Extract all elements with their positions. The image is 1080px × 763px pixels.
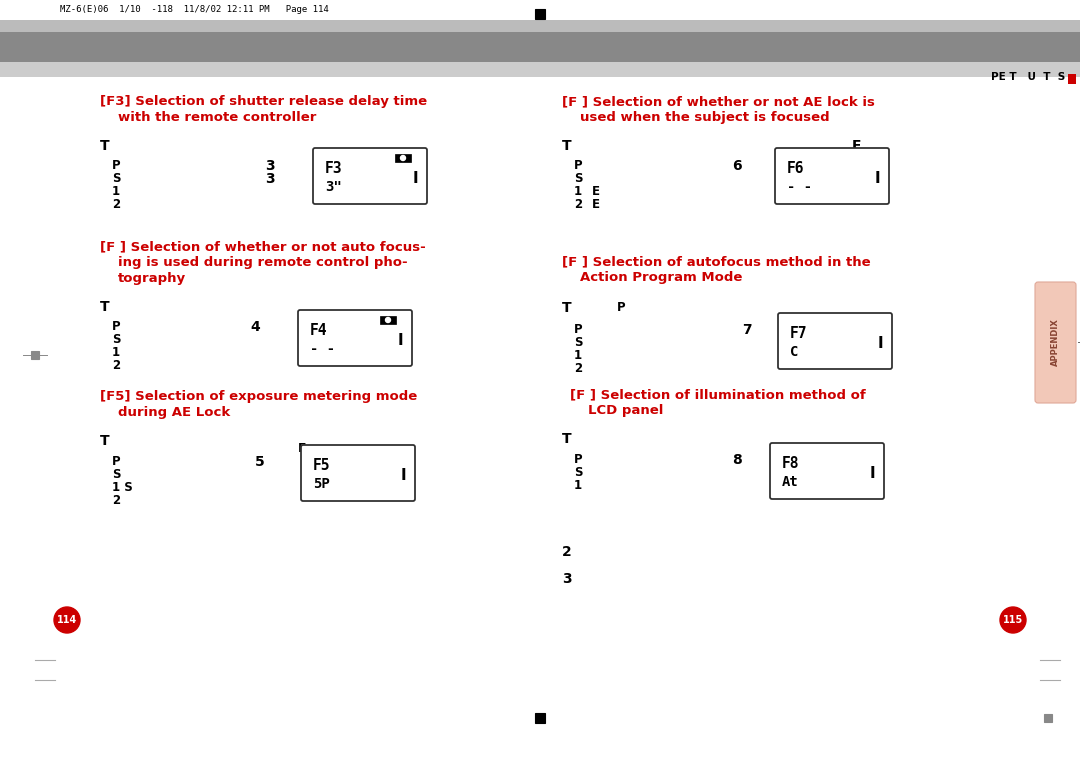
- Text: T: T: [562, 301, 571, 315]
- Text: used when the subject is focused: used when the subject is focused: [580, 111, 829, 124]
- Text: 115: 115: [1003, 615, 1023, 625]
- Text: E: E: [298, 442, 307, 455]
- Text: 2: 2: [573, 362, 582, 375]
- Bar: [380, 316, 396, 324]
- Text: T: T: [100, 434, 110, 448]
- Text: 3: 3: [265, 159, 274, 173]
- Text: F8: F8: [782, 456, 799, 471]
- Text: LCD panel: LCD panel: [588, 404, 663, 417]
- Text: At: At: [782, 475, 799, 489]
- Text: 1: 1: [573, 349, 582, 362]
- Bar: [0, 20, 1080, 32]
- Text: E: E: [592, 185, 600, 198]
- Text: 6: 6: [732, 159, 742, 173]
- FancyBboxPatch shape: [775, 148, 889, 204]
- Text: P: P: [573, 453, 582, 466]
- Text: 2: 2: [573, 198, 582, 211]
- Text: P: P: [573, 323, 582, 336]
- Text: 114: 114: [57, 615, 77, 625]
- FancyBboxPatch shape: [301, 445, 415, 501]
- Text: P: P: [112, 159, 121, 172]
- Text: T: T: [562, 139, 571, 153]
- Text: during AE Lock: during AE Lock: [118, 406, 230, 419]
- Text: P: P: [573, 159, 582, 172]
- Text: 3: 3: [265, 172, 274, 186]
- Text: 5: 5: [255, 455, 265, 469]
- Circle shape: [54, 607, 80, 633]
- Text: 1: 1: [112, 346, 120, 359]
- Text: F5: F5: [313, 458, 330, 473]
- Text: [F ] Selection of autofocus method in the: [F ] Selection of autofocus method in th…: [562, 255, 870, 268]
- Circle shape: [1000, 607, 1026, 633]
- Text: I: I: [869, 466, 875, 481]
- FancyBboxPatch shape: [778, 313, 892, 369]
- Text: [F3] Selection of shutter release delay time: [F3] Selection of shutter release delay …: [100, 95, 427, 108]
- Text: - -: - -: [310, 343, 335, 356]
- Text: P: P: [617, 301, 625, 314]
- Text: E: E: [592, 198, 600, 211]
- FancyBboxPatch shape: [313, 148, 427, 204]
- Text: with the remote controller: with the remote controller: [118, 111, 316, 124]
- Text: F7: F7: [789, 326, 808, 341]
- Text: I: I: [413, 171, 418, 186]
- Text: [F ] Selection of whether or not auto focus-: [F ] Selection of whether or not auto fo…: [100, 240, 426, 253]
- Text: S: S: [112, 333, 121, 346]
- Text: 8: 8: [732, 453, 742, 467]
- Text: S: S: [573, 466, 582, 479]
- Text: [F5] Selection of exposure metering mode: [F5] Selection of exposure metering mode: [100, 390, 417, 403]
- Text: S: S: [573, 172, 582, 185]
- Text: [F ] Selection of illumination method of: [F ] Selection of illumination method of: [570, 388, 866, 401]
- Text: S: S: [573, 336, 582, 349]
- Text: F3: F3: [325, 161, 342, 175]
- Text: tography: tography: [118, 272, 186, 285]
- Text: - -: - -: [787, 180, 812, 195]
- Bar: [0, 0, 1080, 20]
- Text: 4: 4: [249, 320, 260, 334]
- Bar: [395, 154, 411, 162]
- FancyBboxPatch shape: [770, 443, 885, 499]
- Text: MZ-6(E)06  1/10  -118  11/8/02 12:11 PM   Page 114: MZ-6(E)06 1/10 -118 11/8/02 12:11 PM Pag…: [60, 5, 328, 14]
- Text: I: I: [397, 333, 403, 348]
- Text: 5P: 5P: [313, 478, 329, 491]
- Text: [F ] Selection of whether or not AE lock is: [F ] Selection of whether or not AE lock…: [562, 95, 875, 108]
- Text: PE T   U  T  S: PE T U T S: [990, 72, 1065, 82]
- Circle shape: [401, 156, 405, 160]
- Text: 3": 3": [325, 180, 341, 195]
- Text: 2: 2: [562, 545, 571, 559]
- Text: 2: 2: [112, 494, 120, 507]
- Text: S: S: [112, 172, 121, 185]
- FancyBboxPatch shape: [298, 310, 411, 366]
- Text: APPENDIX: APPENDIX: [1051, 318, 1059, 366]
- Text: Action Program Mode: Action Program Mode: [580, 271, 742, 284]
- Text: T: T: [562, 432, 571, 446]
- Text: P: P: [112, 320, 121, 333]
- Text: C: C: [789, 346, 798, 359]
- Text: ing is used during remote control pho-: ing is used during remote control pho-: [118, 256, 407, 269]
- Text: 1: 1: [112, 185, 120, 198]
- Text: P: P: [112, 455, 121, 468]
- Text: T: T: [100, 139, 110, 153]
- Text: F6: F6: [787, 161, 805, 175]
- Text: 1 S: 1 S: [112, 481, 133, 494]
- Text: F4: F4: [310, 323, 327, 338]
- Text: 2: 2: [112, 198, 120, 211]
- Text: 7: 7: [742, 323, 752, 337]
- Text: 1: 1: [573, 479, 582, 492]
- Bar: [0, 62, 1080, 77]
- Text: I: I: [877, 336, 882, 351]
- Text: I: I: [401, 468, 406, 483]
- Text: E: E: [852, 139, 862, 153]
- Text: 1: 1: [573, 185, 582, 198]
- Text: 2: 2: [112, 359, 120, 372]
- Bar: [0, 32, 1080, 62]
- Bar: [1068, 74, 1076, 84]
- Text: 3: 3: [562, 572, 571, 586]
- Text: S: S: [112, 468, 121, 481]
- Text: T: T: [100, 300, 110, 314]
- FancyBboxPatch shape: [1035, 282, 1076, 403]
- Circle shape: [386, 317, 391, 323]
- Text: I: I: [874, 171, 880, 186]
